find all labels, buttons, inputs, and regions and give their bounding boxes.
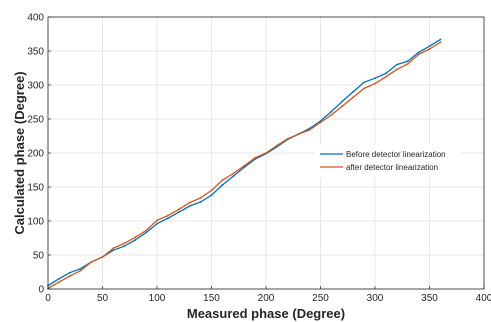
data-point — [330, 114, 333, 116]
series-layer — [47, 38, 442, 290]
x-tick-label: 400 — [476, 293, 491, 304]
data-point — [221, 179, 224, 182]
data-point — [58, 277, 60, 280]
data-point — [395, 63, 398, 66]
data-point — [276, 144, 278, 147]
data-point — [406, 60, 409, 63]
data-point — [145, 229, 148, 232]
y-tick-label: 0 — [38, 285, 44, 296]
y-tick-label: 100 — [27, 217, 44, 228]
data-point — [363, 81, 365, 84]
data-point — [352, 90, 355, 93]
data-point — [188, 201, 191, 204]
data-point — [101, 256, 104, 258]
data-point — [68, 275, 71, 277]
data-point — [58, 281, 60, 284]
data-point — [439, 41, 442, 44]
data-point — [123, 242, 126, 245]
data-point — [167, 217, 169, 220]
data-point — [199, 201, 202, 203]
legend-label-before: Before detector linearization — [346, 150, 446, 159]
data-point — [221, 184, 224, 186]
data-point — [341, 105, 344, 107]
data-point — [417, 53, 420, 56]
legend: Before detector linearization after dete… — [315, 144, 461, 178]
data-point — [232, 175, 235, 178]
data-point — [134, 236, 137, 239]
data-point — [112, 247, 115, 250]
data-point — [177, 211, 180, 214]
y-tick-label: 400 — [27, 13, 44, 24]
x-tick-label: 300 — [367, 293, 384, 304]
data-point — [363, 87, 365, 90]
x-axis-title: Measured phase (Degree) — [187, 306, 345, 321]
y-tick-label: 50 — [33, 251, 45, 262]
data-point — [177, 208, 180, 211]
data-point — [188, 205, 191, 207]
data-point — [210, 189, 213, 192]
data-point — [341, 100, 344, 103]
data-point — [428, 45, 431, 48]
data-point — [199, 196, 202, 199]
data-point — [112, 249, 115, 252]
y-tick-label: 300 — [27, 81, 44, 92]
data-point — [374, 77, 376, 80]
data-point — [374, 82, 376, 85]
data-point — [79, 267, 82, 270]
data-point — [352, 96, 355, 99]
data-point — [156, 222, 158, 225]
data-point — [79, 269, 82, 272]
data-point — [406, 63, 409, 65]
x-tick-label: 250 — [312, 293, 329, 304]
data-point — [123, 245, 126, 248]
data-point — [417, 51, 420, 54]
data-point — [68, 271, 71, 274]
data-point — [297, 133, 300, 135]
data-point — [156, 219, 158, 222]
y-tick-label: 250 — [27, 115, 44, 126]
x-tick-label: 0 — [45, 293, 51, 304]
data-point — [286, 137, 289, 140]
x-tick-label: 150 — [203, 293, 220, 304]
y-axis-ticks: 0 50 100 150 200 250 300 350 400 — [27, 13, 51, 296]
data-point — [265, 152, 267, 154]
data-point — [232, 172, 235, 175]
data-point — [90, 260, 93, 263]
legend-box — [315, 144, 461, 178]
x-tick-label: 350 — [421, 293, 438, 304]
data-point — [428, 48, 431, 50]
y-axis-title: Calculated phase (Degree) — [12, 71, 27, 234]
data-point — [439, 38, 442, 41]
data-point — [134, 239, 137, 241]
data-point — [385, 75, 387, 78]
legend-label-after: after detector linearization — [346, 163, 438, 172]
data-point — [319, 121, 322, 124]
y-tick-label: 350 — [27, 47, 44, 58]
data-point — [330, 110, 333, 113]
x-tick-label: 100 — [149, 293, 166, 304]
x-axis-ticks: 0 50 100 150 200 250 300 350 400 — [45, 286, 491, 304]
x-tick-label: 200 — [258, 293, 275, 304]
data-point — [385, 72, 387, 75]
data-point — [243, 165, 246, 167]
y-tick-label: 200 — [27, 149, 44, 160]
data-point — [254, 156, 256, 159]
y-tick-label: 150 — [27, 183, 44, 194]
data-point — [395, 68, 398, 71]
data-point — [167, 214, 169, 217]
data-point — [210, 194, 213, 197]
x-tick-label: 50 — [97, 293, 109, 304]
data-point — [308, 128, 311, 131]
data-point — [145, 231, 148, 234]
